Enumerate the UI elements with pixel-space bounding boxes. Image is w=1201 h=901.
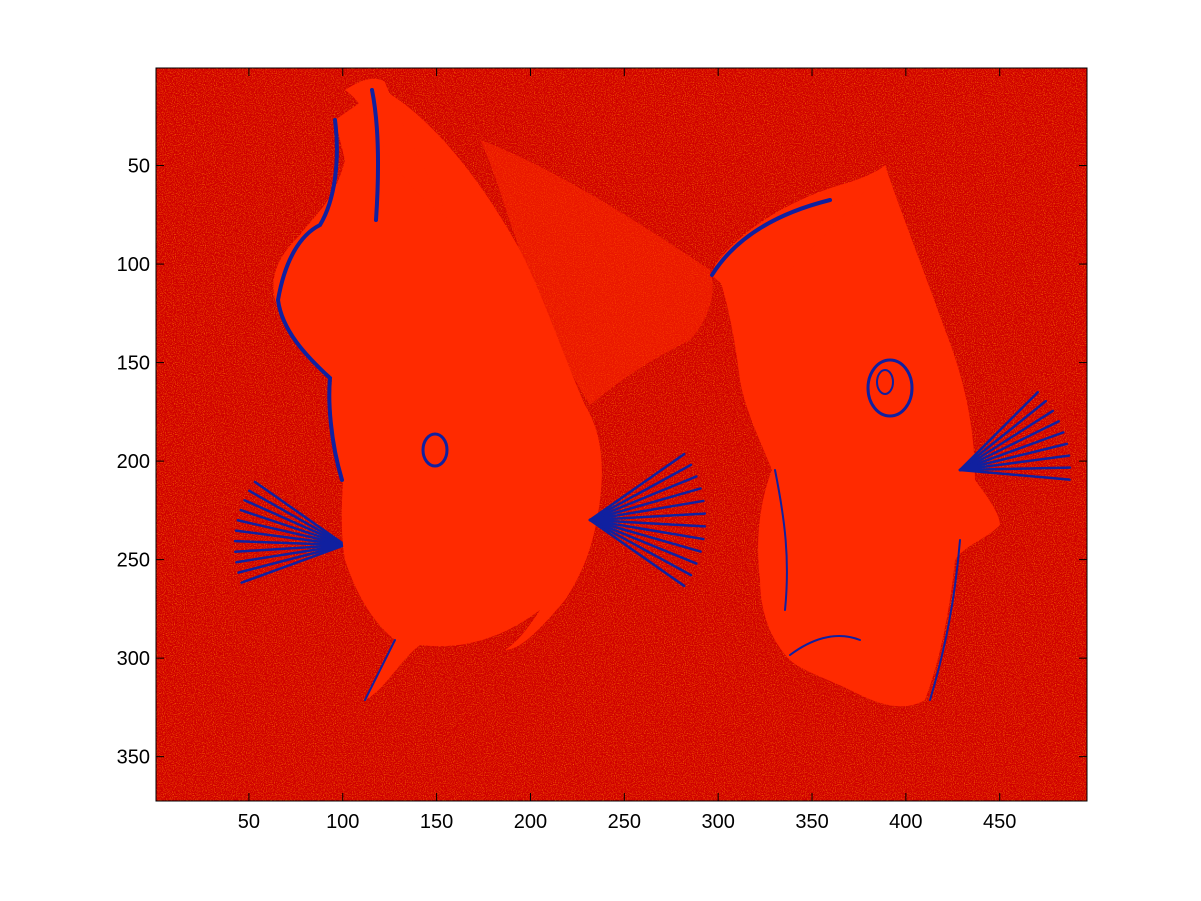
- middle-fin-ray: [588, 499, 705, 522]
- axes: 50 100 150 200 250 300 350 400 450 50 100 150 200 25…: [117, 67, 1088, 833]
- middle-fin-ray: [588, 512, 707, 522]
- left-fish-tail-outline: [364, 639, 396, 701]
- x-tick-label: 100: [326, 811, 359, 833]
- y-tick-label: 100: [117, 254, 150, 276]
- right-fish-fin-ray: [958, 420, 1060, 472]
- x-tick-label: 250: [608, 811, 641, 833]
- left-fish: [233, 78, 602, 701]
- right-fish: [710, 165, 1072, 707]
- y-tick-label: 250: [117, 550, 150, 572]
- left-fish-tail-ray: [234, 529, 347, 547]
- right-fish-fin-rays: [958, 390, 1072, 481]
- middle-fin: [480, 140, 713, 405]
- right-fish-fin-ray: [958, 399, 1048, 472]
- middle-fin-ray: [588, 518, 702, 553]
- left-fish-tail-ray: [253, 480, 347, 547]
- middle-fin-ray: [588, 518, 693, 577]
- middle-fin-rays: [588, 452, 707, 588]
- left-fish-dorsal-fin: [345, 78, 450, 220]
- left-fish-tail-ray: [236, 519, 347, 547]
- left-fish-tail-rays: [233, 480, 347, 584]
- middle-fin-ray: [588, 487, 702, 522]
- x-tick-label: 150: [420, 811, 453, 833]
- image-plot: [156, 68, 1087, 801]
- left-fish-tail-ray: [233, 543, 347, 553]
- x-tick-label: 300: [701, 811, 734, 833]
- x-tick-label: 50: [238, 811, 260, 833]
- middle-fin-ray: [588, 452, 686, 522]
- right-fish-head-outline: [710, 198, 832, 277]
- y-tick-label: 200: [117, 451, 150, 473]
- middle-fin-ray: [588, 463, 693, 522]
- middle-fin-ray: [588, 518, 707, 528]
- left-fish-tail-ray: [248, 489, 347, 547]
- x-tick-label: 200: [514, 811, 547, 833]
- y-tick-label: 300: [117, 648, 150, 670]
- x-tick-label: 350: [795, 811, 828, 833]
- right-fish-pupil: [876, 369, 894, 395]
- right-fish-fin-ray: [958, 390, 1040, 472]
- axes-frame: [155, 67, 1088, 802]
- right-fish-fin-ray: [958, 468, 1071, 481]
- middle-fin-ray: [588, 518, 705, 541]
- right-fish-fin-ray: [958, 466, 1072, 472]
- y-tick-label: 350: [117, 747, 150, 769]
- x-axis: 50 100 150 200 250 300 350 400 450: [238, 68, 1016, 833]
- right-fish-eye: [866, 358, 914, 418]
- right-fish-head-fin: [712, 168, 882, 293]
- y-tick-label: 50: [128, 156, 150, 178]
- middle-fin-ray: [588, 475, 698, 522]
- left-fish-eye: [421, 432, 449, 468]
- x-tick-label: 450: [983, 811, 1016, 833]
- left-fish-body: [273, 88, 602, 700]
- left-fish-tail-ray: [239, 508, 347, 547]
- right-fish-belly-outline: [929, 539, 961, 701]
- right-fish-mouth: [789, 635, 861, 656]
- left-fish-tail-ray: [243, 499, 347, 547]
- left-fish-tail-ray: [235, 543, 347, 564]
- right-fish-fin-ray: [958, 431, 1065, 472]
- left-fish-tail-ray: [240, 543, 347, 584]
- y-tick-label: 150: [117, 353, 150, 375]
- left-fish-fin-outline: [370, 88, 381, 222]
- left-fish-tail-ray: [237, 543, 347, 574]
- middle-fin-ray: [588, 518, 686, 588]
- x-tick-label: 400: [889, 811, 922, 833]
- middle-fin-ray: [588, 518, 698, 565]
- left-fish-tail-ray: [233, 539, 347, 547]
- right-fish-fin-ray: [958, 454, 1071, 472]
- left-fish-outline: [275, 118, 344, 482]
- right-fish-body-outline: [774, 469, 788, 611]
- right-fish-fin-ray: [958, 409, 1055, 472]
- right-fish-fin-ray: [958, 442, 1069, 472]
- y-axis: 50 100 150 200 250 300 350: [117, 156, 1087, 769]
